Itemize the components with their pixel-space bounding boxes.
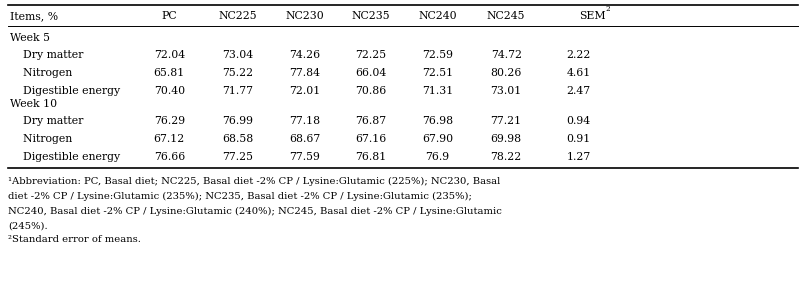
Text: 68.67: 68.67 [289,134,320,144]
Text: NC240: NC240 [418,11,457,21]
Text: 77.21: 77.21 [491,116,521,126]
Text: 65.81: 65.81 [154,68,185,78]
Text: Dry matter: Dry matter [16,116,84,126]
Text: NC235: NC235 [351,11,390,21]
Text: SEM: SEM [579,11,605,21]
Text: 66.04: 66.04 [355,68,386,78]
Text: 72.51: 72.51 [422,68,453,78]
Text: Week 5: Week 5 [10,33,50,43]
Text: Week 10: Week 10 [10,99,56,109]
Text: Digestible energy: Digestible energy [16,152,120,162]
Text: 76.98: 76.98 [422,116,453,126]
Text: Nitrogen: Nitrogen [16,134,73,144]
Text: 0.91: 0.91 [567,134,591,144]
Text: 74.72: 74.72 [491,50,521,60]
Text: Digestible energy: Digestible energy [16,86,120,96]
Text: 77.84: 77.84 [289,68,320,78]
Text: ¹Abbreviation: PC, Basal diet; NC225, Basal diet -2% CP / Lysine:Glutamic (225%): ¹Abbreviation: PC, Basal diet; NC225, Ba… [8,176,501,186]
Text: (245%).: (245%). [8,221,48,230]
Text: NC230: NC230 [285,11,324,21]
Text: PC: PC [161,11,177,21]
Text: ²Standard error of means.: ²Standard error of means. [8,236,141,244]
Text: Items, %: Items, % [10,11,58,21]
Text: NC245: NC245 [487,11,526,21]
Text: 67.12: 67.12 [154,134,185,144]
Text: 76.81: 76.81 [355,152,386,162]
Text: 71.31: 71.31 [422,86,453,96]
Text: 2.22: 2.22 [567,50,591,60]
Text: 77.25: 77.25 [222,152,253,162]
Text: 69.98: 69.98 [491,134,521,144]
Text: 72.01: 72.01 [289,86,320,96]
Text: 78.22: 78.22 [491,152,521,162]
Text: NC225: NC225 [218,11,257,21]
Text: 73.04: 73.04 [222,50,253,60]
Text: 70.86: 70.86 [355,86,386,96]
Text: 75.22: 75.22 [222,68,253,78]
Text: 76.87: 76.87 [355,116,386,126]
Text: diet -2% CP / Lysine:Glutamic (235%); NC235, Basal diet -2% CP / Lysine:Glutamic: diet -2% CP / Lysine:Glutamic (235%); NC… [8,191,472,201]
Text: 74.26: 74.26 [289,50,320,60]
Text: 72.59: 72.59 [422,50,453,60]
Text: Nitrogen: Nitrogen [16,68,73,78]
Text: 4.61: 4.61 [567,68,591,78]
Text: Dry matter: Dry matter [16,50,84,60]
Text: 76.9: 76.9 [426,152,450,162]
Text: 73.01: 73.01 [491,86,521,96]
Text: 80.26: 80.26 [491,68,521,78]
Text: 77.59: 77.59 [289,152,320,162]
Text: 2: 2 [605,5,610,14]
Text: 68.58: 68.58 [222,134,253,144]
Text: 70.40: 70.40 [154,86,185,96]
Text: 76.66: 76.66 [154,152,185,162]
Text: 0.94: 0.94 [567,116,591,126]
Text: 76.99: 76.99 [222,116,253,126]
Text: 76.29: 76.29 [154,116,185,126]
Text: 77.18: 77.18 [289,116,320,126]
Text: NC240, Basal diet -2% CP / Lysine:Glutamic (240%); NC245, Basal diet -2% CP / Ly: NC240, Basal diet -2% CP / Lysine:Glutam… [8,206,502,216]
Text: 1.27: 1.27 [567,152,591,162]
Text: 2.47: 2.47 [567,86,591,96]
Text: 72.25: 72.25 [355,50,386,60]
Text: 67.90: 67.90 [422,134,453,144]
Text: 72.04: 72.04 [154,50,185,60]
Text: 71.77: 71.77 [222,86,253,96]
Text: 67.16: 67.16 [355,134,386,144]
